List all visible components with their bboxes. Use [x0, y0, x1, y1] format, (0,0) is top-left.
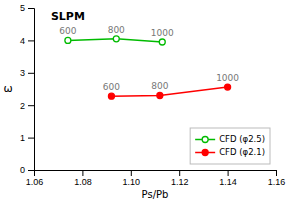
plot: 1.06 1.08 1.10 1.12 1.14 1.16 0 1 2 3 4 5 600 800 1000… — [20, 3, 285, 187]
legend: CFD (φ2.5) CFD (φ2.1) — [190, 128, 270, 164]
legend-box — [190, 128, 270, 164]
x-tick: 1.06 — [26, 170, 44, 187]
x-tick-mark — [276, 170, 277, 176]
x-tick: 1.10 — [123, 170, 141, 187]
y-tick-mark — [28, 8, 34, 9]
point-annotation: 600 — [103, 82, 120, 92]
y-tick-label: 1 — [20, 133, 25, 143]
legend-label: CFD (φ2.5) — [219, 134, 265, 144]
y-tick: 3 — [20, 68, 34, 78]
x-tick: 1.08 — [74, 170, 92, 187]
x-tick-label: 1.14 — [219, 177, 237, 187]
x-tick: 1.12 — [171, 170, 189, 187]
x-tick-label: 1.06 — [26, 177, 44, 187]
x-tick: 1.16 — [268, 170, 286, 187]
data-point — [113, 36, 119, 42]
y-tick-mark — [28, 105, 34, 106]
y-tick: 1 — [20, 133, 34, 143]
marks — [65, 36, 231, 99]
y-axis: 0 1 2 3 4 5 — [20, 3, 35, 175]
y-tick: 0 — [20, 165, 34, 175]
data-point — [157, 92, 163, 98]
y-tick: 4 — [20, 36, 34, 46]
chart: 1.06 1.08 1.10 1.12 1.14 1.16 0 1 2 3 4 5 600 800 1000… — [0, 0, 286, 202]
y-axis-title: ω — [3, 82, 12, 95]
x-tick-label: 1.10 — [123, 177, 141, 187]
x-tick-label: 1.16 — [268, 177, 286, 187]
y-axis-line — [28, 9, 35, 171]
x-tick-label: 1.08 — [74, 177, 92, 187]
series-line — [111, 87, 227, 96]
legend-swatch — [202, 137, 208, 143]
y-tick-mark — [28, 73, 34, 74]
y-tick: 2 — [20, 101, 34, 111]
annotations: 600 800 1000 600 800 1000 — [59, 25, 239, 92]
point-annotation: 800 — [108, 25, 125, 35]
y-tick-mark — [28, 138, 34, 139]
x-axis-line — [35, 171, 277, 177]
x-tick-label: 1.12 — [171, 177, 189, 187]
legend-swatch — [202, 150, 208, 156]
point-annotation: 800 — [151, 81, 168, 91]
x-tick-mark — [179, 170, 180, 176]
y-tick-label: 3 — [20, 68, 25, 78]
y-tick-label: 5 — [20, 3, 25, 13]
y-tick-mark — [28, 170, 34, 171]
y-tick: 5 — [20, 3, 34, 13]
x-tick-mark — [82, 170, 83, 176]
point-annotation: 1000 — [216, 73, 239, 83]
data-point — [225, 84, 231, 90]
y-tick-label: 0 — [20, 165, 25, 175]
x-axis: 1.06 1.08 1.10 1.12 1.14 1.16 — [26, 170, 286, 187]
data-point — [108, 93, 114, 99]
x-axis-title: Ps/Pb — [142, 189, 169, 200]
x-tick-mark — [228, 170, 229, 176]
y-tick-label: 2 — [20, 101, 25, 111]
data-point — [65, 37, 71, 43]
y-tick-mark — [28, 40, 34, 41]
y-tick-label: 4 — [20, 36, 25, 46]
point-annotation: 1000 — [151, 28, 174, 38]
chart-title: SLPM — [51, 10, 85, 23]
data-point — [159, 39, 165, 45]
point-annotation: 600 — [59, 26, 76, 36]
x-tick-mark — [131, 170, 132, 176]
x-tick: 1.14 — [219, 170, 237, 187]
legend-label: CFD (φ2.1) — [219, 147, 265, 157]
